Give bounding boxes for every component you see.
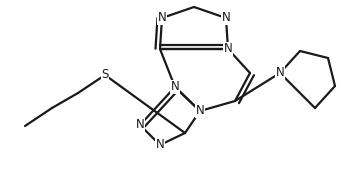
Text: N: N bbox=[171, 80, 180, 93]
Text: S: S bbox=[101, 69, 109, 81]
Text: N: N bbox=[155, 139, 164, 152]
Text: N: N bbox=[136, 119, 144, 131]
Text: N: N bbox=[222, 11, 230, 25]
Text: N: N bbox=[224, 43, 232, 56]
Text: N: N bbox=[158, 11, 166, 25]
Text: N: N bbox=[196, 104, 204, 117]
Text: N: N bbox=[276, 66, 284, 80]
